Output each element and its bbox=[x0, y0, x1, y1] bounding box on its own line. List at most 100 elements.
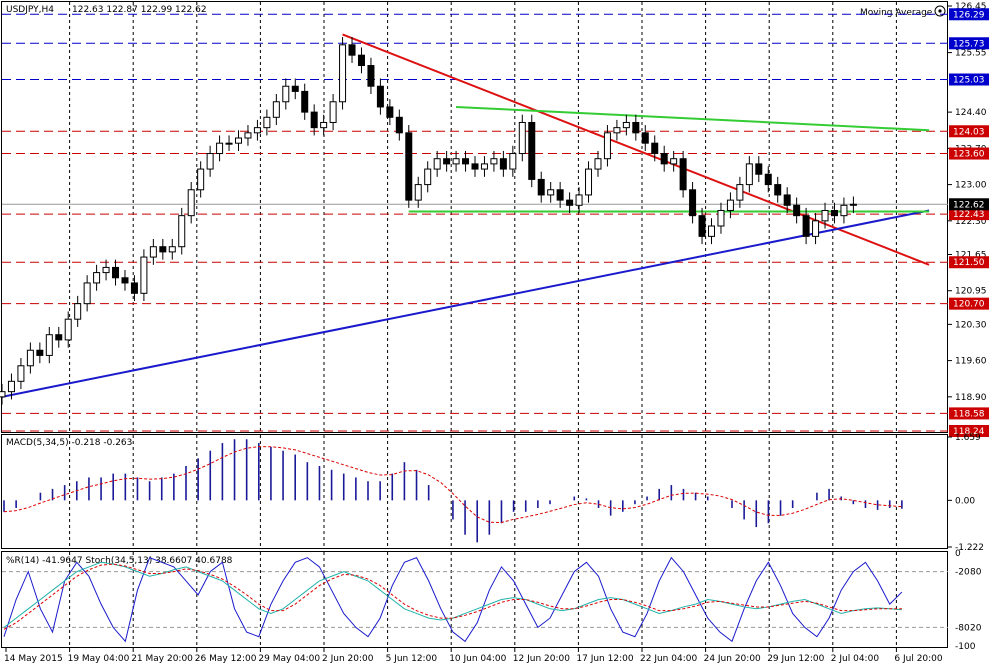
candle-body bbox=[793, 204, 801, 217]
candle-body bbox=[726, 199, 734, 211]
x-tick-label: 17 Jun 12:00 bbox=[576, 654, 633, 664]
candle-body bbox=[130, 282, 138, 294]
y-tick-label: 118.90 bbox=[955, 393, 987, 403]
oscillator-label: %R(14) -41.9647 Stoch(34,5,13) 38.6607 4… bbox=[6, 556, 233, 566]
x-tick-label: 6 Jul 20:00 bbox=[894, 654, 943, 664]
candle-body bbox=[83, 282, 91, 305]
candle-body bbox=[36, 349, 44, 356]
x-tick-label: 14 May 2015 bbox=[4, 654, 63, 664]
candle-body bbox=[840, 204, 848, 217]
candle-body bbox=[736, 184, 744, 201]
ohlc-header: 122.63 122.87 122.99 122.62 bbox=[72, 5, 207, 15]
candle-body bbox=[528, 121, 536, 180]
candle-body bbox=[395, 116, 403, 134]
price-series bbox=[0, 37, 857, 405]
candle-body bbox=[376, 85, 384, 108]
candle-body bbox=[329, 101, 337, 123]
candle-body bbox=[745, 163, 753, 186]
x-tick-label: 29 May 04:00 bbox=[258, 654, 320, 664]
candle-body bbox=[187, 189, 195, 217]
level-badge bbox=[949, 297, 989, 310]
candle-body bbox=[424, 168, 432, 186]
candle-body bbox=[320, 121, 328, 129]
x-tick-label: 29 Jun 12:00 bbox=[767, 654, 824, 664]
candle-body bbox=[755, 163, 763, 175]
candle-body bbox=[641, 132, 649, 144]
level-badge bbox=[949, 147, 989, 160]
candle-body bbox=[348, 44, 356, 56]
candle-body bbox=[689, 189, 697, 217]
level-badges: 126.29 125.73 125.03 124.03 123.60 122.43 121.… bbox=[949, 8, 989, 437]
candle-body bbox=[216, 142, 224, 155]
current-price-badge bbox=[949, 198, 989, 211]
y-axis: 126.45125.55124.40123.70123.00122.30121.… bbox=[948, 2, 987, 403]
y-tick-label: 119.60 bbox=[955, 357, 987, 367]
level-badge bbox=[949, 256, 989, 269]
y-tick-label: 123.00 bbox=[955, 181, 987, 191]
settings-icon[interactable] bbox=[934, 5, 946, 17]
level-badge-label: 126.29 bbox=[953, 10, 985, 20]
x-axis: 14 May 2015 19 May 04:00 21 May 20:00 26 Ma… bbox=[4, 648, 943, 664]
oscillator-y-tick-label-right: 80 bbox=[970, 568, 982, 578]
level-badge bbox=[949, 425, 989, 437]
candle-body bbox=[708, 225, 715, 237]
y-tick-label: 122.30 bbox=[955, 217, 987, 227]
level-badge-label: 118.58 bbox=[953, 409, 985, 419]
x-tick-label: 21 May 20:00 bbox=[131, 654, 193, 664]
y-tick-label: 121.65 bbox=[955, 250, 987, 260]
candle-body bbox=[783, 194, 791, 206]
candle-body bbox=[272, 101, 280, 118]
candle-body bbox=[310, 111, 318, 129]
level-badge-label: 125.03 bbox=[953, 76, 985, 86]
current-price-label: 122.62 bbox=[953, 200, 985, 210]
x-tick-label: 2 Jun 20:00 bbox=[322, 654, 374, 664]
indicator-label: Moving Average bbox=[860, 8, 933, 18]
candle-body bbox=[622, 121, 630, 129]
candle-body bbox=[566, 199, 574, 206]
candle-body bbox=[93, 272, 101, 284]
candle-body bbox=[45, 334, 53, 356]
candle-body bbox=[594, 158, 602, 170]
candle-body bbox=[263, 116, 271, 129]
candle-body bbox=[121, 277, 129, 284]
oscillator-y-tick-label-right: 20 bbox=[970, 623, 982, 633]
candle-body bbox=[244, 132, 252, 139]
williams-r-line bbox=[3, 556, 903, 643]
candle-body bbox=[679, 158, 687, 191]
candle-body bbox=[386, 106, 394, 118]
level-badge bbox=[949, 8, 989, 21]
x-tick-label: 24 Jun 20:00 bbox=[704, 654, 761, 664]
candle-body bbox=[774, 184, 782, 196]
candle-body bbox=[537, 178, 545, 196]
candle-body bbox=[556, 189, 564, 201]
x-tick-label: 19 May 04:00 bbox=[68, 654, 130, 664]
candle-body bbox=[112, 266, 120, 279]
level-badge bbox=[949, 73, 989, 86]
candle-body bbox=[0, 391, 6, 398]
macd-signal-line bbox=[3, 446, 902, 524]
candle-body bbox=[414, 184, 422, 201]
candle-body bbox=[26, 349, 34, 367]
candle-body bbox=[140, 256, 148, 294]
trendline bbox=[1, 209, 930, 398]
candle-body bbox=[367, 65, 375, 87]
macd-y-tick-label: 0.00 bbox=[955, 496, 975, 506]
candle-body bbox=[206, 153, 214, 170]
y-tick-label: 124.40 bbox=[955, 108, 987, 118]
candle-body bbox=[433, 158, 441, 170]
oscillator-series: 0 -20 -80 -100 80 20 bbox=[2, 549, 982, 652]
horizontal-levels bbox=[2, 13, 948, 432]
level-badge-label: 123.60 bbox=[953, 150, 985, 160]
oscillator-y-tick-label: 0 bbox=[955, 549, 961, 559]
candle-body bbox=[499, 158, 507, 170]
x-tick-label: 22 Jun 04:00 bbox=[640, 654, 697, 664]
candle-body bbox=[812, 220, 820, 237]
candle-body bbox=[575, 194, 583, 206]
candle-body bbox=[357, 54, 365, 67]
candle-body bbox=[159, 246, 167, 253]
y-tick-label: 120.95 bbox=[955, 287, 987, 297]
price-panel-frame bbox=[1, 1, 948, 433]
candle-body bbox=[613, 127, 621, 134]
